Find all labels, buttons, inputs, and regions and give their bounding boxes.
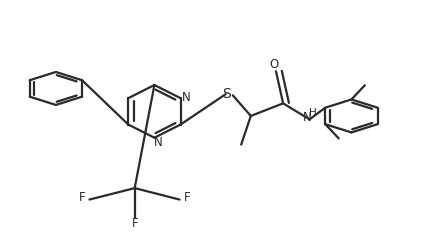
Text: S: S	[222, 87, 231, 101]
Text: N: N	[154, 136, 163, 149]
Text: F: F	[78, 191, 85, 204]
Text: H: H	[309, 108, 317, 118]
Text: N: N	[303, 111, 312, 123]
Text: F: F	[131, 217, 138, 230]
Text: O: O	[269, 58, 279, 71]
Text: N: N	[182, 91, 191, 103]
Text: F: F	[184, 191, 190, 204]
